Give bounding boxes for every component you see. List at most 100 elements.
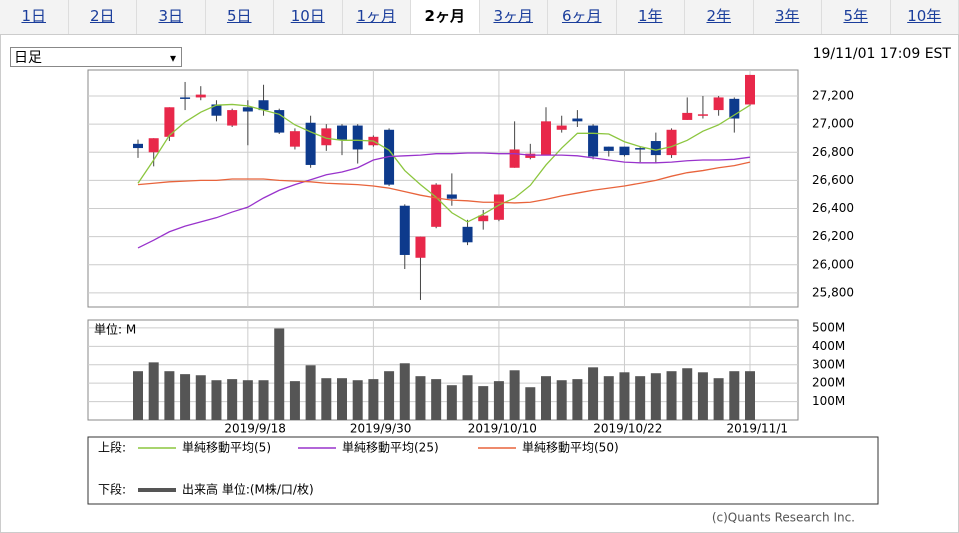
volume-bar (337, 378, 347, 420)
unit-label: 単位: M (94, 322, 136, 337)
volume-bar (368, 379, 379, 420)
candle-body (305, 122, 316, 165)
y-tick-label: 100M (812, 394, 845, 408)
plot-area (87, 319, 799, 421)
y-tick-label: 26,400 (812, 201, 854, 215)
candle-body (133, 143, 143, 149)
volume-bar (352, 380, 363, 420)
volume-bar (682, 368, 693, 420)
period-tab[interactable]: 3年 (754, 0, 822, 34)
volume-bar (588, 367, 599, 420)
period-tab[interactable]: 2ヶ月 (411, 0, 480, 34)
candle-body (635, 148, 646, 150)
period-tab[interactable]: 2年 (685, 0, 754, 34)
candle-body (384, 129, 395, 185)
y-tick-label: 26,200 (812, 229, 854, 243)
candle-body (745, 74, 755, 105)
candle-body (211, 104, 222, 116)
y-tick-label: 500M (812, 320, 845, 334)
candle-body (242, 107, 253, 112)
y-tick-label: 27,000 (812, 117, 854, 131)
period-tab[interactable]: 2日 (69, 0, 137, 34)
volume-bar (211, 380, 222, 420)
period-tab[interactable]: 1日 (0, 0, 69, 34)
x-tick-label: 2019/10/22 (593, 422, 662, 436)
period-tab[interactable]: 5日 (206, 0, 274, 34)
volume-bar (321, 378, 332, 420)
volume-bar (399, 363, 410, 420)
volume-bar (556, 380, 567, 420)
volume-bar (619, 372, 630, 420)
timestamp: 19/11/01 17:09 EST (812, 46, 951, 62)
x-tick-label: 2019/11/1 (726, 422, 788, 436)
volume-bar (493, 381, 504, 420)
candle-body (666, 129, 677, 156)
candle-body (603, 146, 614, 151)
volume-bar (242, 380, 253, 420)
volume-bar (478, 386, 489, 420)
candle-body (572, 118, 583, 122)
legend-title: 下段: (98, 482, 126, 497)
period-tabs: 1日 2日 3日 5日 10日 1ヶ月 2ヶ月 3ヶ月 6ヶ月 1年 2年 3年 5年 10年 (0, 0, 959, 35)
volume-bar (635, 376, 646, 420)
candle-body (274, 110, 285, 133)
volume-bar (305, 365, 316, 420)
candle-body (682, 112, 693, 120)
x-tick-label: 2019/9/18 (224, 422, 286, 436)
candle-body (462, 226, 473, 243)
volume-bar (572, 379, 583, 420)
candle-body (446, 194, 457, 199)
candle-body (556, 125, 567, 130)
volume-bar (258, 380, 269, 420)
volume-bar (729, 371, 740, 420)
candle-body (289, 131, 300, 147)
volume-bar (415, 376, 426, 420)
volume-bar (148, 362, 159, 420)
volume-bar (509, 370, 520, 420)
candle-body (650, 141, 661, 156)
volume-bar (462, 375, 473, 420)
x-tick-label: 2019/10/10 (468, 422, 537, 436)
period-tab[interactable]: 3ヶ月 (480, 0, 548, 34)
period-tab[interactable]: 1年 (617, 0, 685, 34)
volume-bar (446, 385, 457, 420)
y-tick-label: 27,200 (812, 89, 854, 103)
period-tab[interactable]: 5年 (822, 0, 891, 34)
volume-bar (384, 371, 395, 420)
candle-body (258, 100, 269, 111)
period-tab[interactable]: 1ヶ月 (343, 0, 411, 34)
candle-body (415, 236, 426, 258)
volume-bar (541, 376, 551, 420)
y-tick-label: 400M (812, 339, 845, 353)
volume-bar (133, 371, 143, 420)
legend-label: 出来高 単位:(M株/口/枚) (182, 482, 314, 497)
volume-bar (195, 375, 206, 420)
volume-bar (666, 371, 677, 420)
candle-body (729, 98, 740, 119)
candle-body (337, 125, 347, 140)
y-tick-label: 26,800 (812, 145, 854, 159)
plot-area (87, 69, 799, 308)
candle-body (713, 97, 724, 111)
period-tab[interactable]: 3日 (137, 0, 206, 34)
candle-body (321, 128, 332, 146)
interval-dropdown[interactable]: 日足 (10, 47, 182, 68)
period-tab[interactable]: 6ヶ月 (548, 0, 617, 34)
candle-body (493, 194, 504, 220)
volume-bar (603, 376, 614, 420)
candle-body (164, 107, 175, 137)
legend-title: 上段: (98, 440, 126, 455)
period-tab[interactable]: 10日 (274, 0, 343, 34)
candle-body (148, 138, 159, 153)
y-tick-label: 26,600 (812, 173, 854, 187)
x-tick-label: 2019/9/30 (350, 422, 412, 436)
candle-body (195, 94, 206, 98)
candle-body (541, 121, 551, 156)
ma-line (137, 152, 751, 249)
candle-body (478, 215, 489, 222)
candle-body (619, 146, 630, 156)
candle-body (509, 149, 520, 168)
ma-line (137, 103, 751, 223)
